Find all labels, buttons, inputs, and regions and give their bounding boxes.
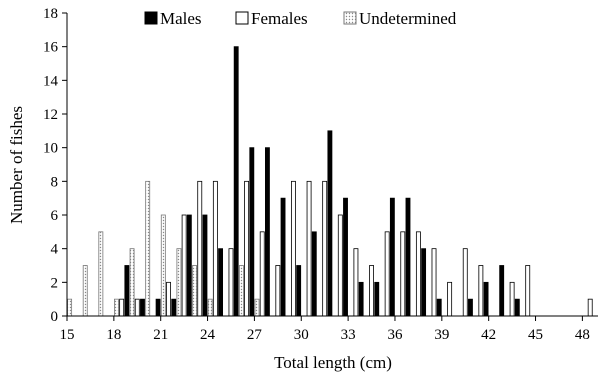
- bar-females: [244, 180, 250, 317]
- bar-undetermined: [98, 231, 104, 317]
- bar-males: [421, 248, 427, 317]
- bar-males: [405, 197, 411, 317]
- x-tick-label: 27: [247, 327, 263, 343]
- legend-label-males: Males: [160, 9, 202, 28]
- bar-males: [124, 265, 130, 317]
- x-tick-label: 18: [106, 327, 121, 343]
- bar-females: [369, 265, 374, 317]
- x-axis-label: Total length (cm): [274, 353, 392, 372]
- bar-undetermined: [176, 248, 182, 317]
- bar-males: [343, 197, 348, 317]
- bar-females: [119, 298, 125, 317]
- x-tick-label: 48: [575, 327, 590, 343]
- bar-females: [212, 180, 218, 317]
- bar-females: [291, 180, 296, 317]
- bar-undetermined: [82, 265, 88, 317]
- bar-males: [468, 298, 473, 317]
- x-tick-label: 42: [481, 327, 496, 343]
- bar-females: [197, 180, 203, 317]
- x-tick-label: 15: [60, 327, 75, 343]
- bar-undetermined: [254, 298, 260, 317]
- bar-females: [587, 298, 593, 317]
- x-tick-label: 39: [434, 327, 449, 343]
- y-tick-label: 2: [51, 275, 59, 291]
- bar-females: [431, 248, 437, 317]
- bar-undetermined: [129, 248, 135, 317]
- bar-males: [155, 298, 161, 317]
- legend: Males Females Undetermined: [144, 9, 457, 28]
- bar-undetermined: [145, 180, 151, 317]
- legend-label-undetermined: Undetermined: [359, 9, 457, 28]
- bar-males: [374, 281, 380, 317]
- y-tick-label: 10: [43, 141, 58, 157]
- bar-females: [525, 265, 531, 317]
- bar-males: [389, 197, 395, 317]
- bar-males: [483, 281, 489, 317]
- y-tick-label: 18: [43, 6, 58, 22]
- y-axis-label: Number of fishes: [7, 106, 26, 224]
- y-tick-label: 0: [51, 309, 59, 325]
- bar-females: [400, 231, 406, 317]
- legend-swatch-undetermined: [343, 11, 357, 25]
- legend-swatch-females: [235, 11, 249, 25]
- y-tick-label: 14: [43, 73, 59, 89]
- y-tick-label: 8: [51, 174, 59, 190]
- bar-females: [181, 214, 187, 317]
- bar-undetermined: [207, 298, 213, 317]
- bar-undetermined: [67, 298, 73, 317]
- bar-males: [233, 46, 239, 317]
- x-tick-label: 30: [294, 327, 309, 343]
- x-tick-label: 33: [341, 327, 356, 343]
- x-tick-label: 24: [200, 327, 216, 343]
- bar-females: [384, 231, 390, 317]
- bar-females: [259, 231, 265, 317]
- bar-males: [264, 147, 270, 317]
- bar-males: [358, 281, 364, 317]
- bar-males: [171, 298, 177, 317]
- bar-males: [296, 265, 302, 317]
- bar-males: [311, 231, 317, 317]
- bar-females: [415, 231, 421, 317]
- bar-females: [166, 281, 171, 317]
- bar-males: [140, 298, 145, 317]
- bar-undetermined: [160, 214, 166, 317]
- bar-females: [322, 180, 328, 317]
- bar-males: [186, 214, 192, 317]
- x-tick-label: 45: [528, 327, 543, 343]
- bar-females: [275, 265, 281, 317]
- bar-females: [353, 248, 359, 317]
- bar-females: [134, 298, 140, 317]
- x-tick-label: 36: [387, 327, 403, 343]
- bar-females: [228, 248, 234, 317]
- legend-label-females: Females: [251, 9, 308, 28]
- bar-females: [509, 281, 515, 317]
- bar-males: [499, 265, 505, 317]
- bar-males: [436, 298, 442, 317]
- y-tick-label: 12: [43, 107, 58, 123]
- bars-group: [67, 46, 593, 317]
- bar-males: [327, 130, 333, 317]
- y-tick-label: 4: [51, 242, 59, 258]
- y-tick-label: 16: [43, 40, 59, 56]
- bar-females: [447, 281, 453, 317]
- bar-females: [478, 265, 484, 317]
- bar-females: [337, 214, 343, 317]
- legend-swatch-males: [144, 11, 158, 25]
- bar-undetermined: [114, 298, 119, 317]
- bar-males: [514, 298, 520, 317]
- y-tick-label: 6: [51, 208, 59, 224]
- bar-males: [202, 214, 208, 317]
- bar-females: [462, 248, 468, 317]
- bar-males: [249, 147, 255, 317]
- bar-males: [280, 197, 286, 317]
- bar-females: [306, 180, 312, 317]
- bar-males: [218, 248, 224, 317]
- bar-undetermined: [192, 265, 197, 317]
- bar-undetermined: [238, 265, 244, 317]
- x-tick-label: 21: [153, 327, 168, 343]
